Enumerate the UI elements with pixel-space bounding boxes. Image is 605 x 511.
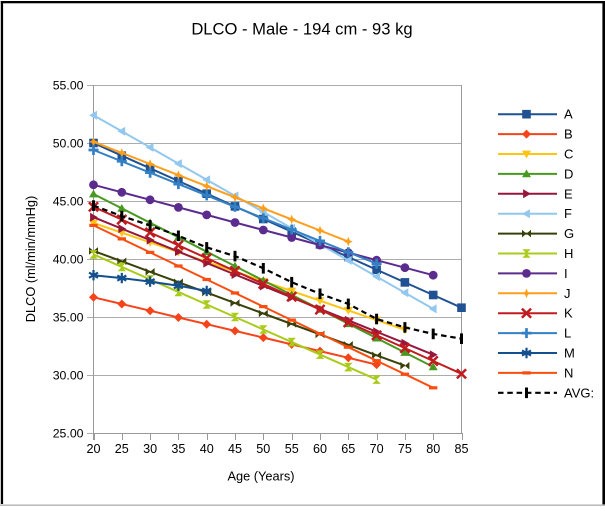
- svg-text:75: 75: [398, 442, 412, 456]
- svg-text:35: 35: [171, 442, 185, 456]
- svg-text:L: L: [564, 326, 571, 341]
- svg-text:35.00: 35.00: [53, 310, 84, 324]
- svg-text:25: 25: [115, 442, 129, 456]
- svg-text:45: 45: [228, 442, 242, 456]
- svg-text:C: C: [564, 147, 573, 162]
- svg-text:I: I: [564, 266, 568, 281]
- svg-text:B: B: [564, 127, 573, 142]
- svg-text:30: 30: [143, 442, 157, 456]
- svg-text:45.00: 45.00: [53, 194, 84, 208]
- svg-text:D: D: [564, 166, 573, 181]
- svg-text:60: 60: [313, 442, 327, 456]
- svg-text:G: G: [564, 226, 574, 241]
- svg-text:80: 80: [426, 442, 440, 456]
- svg-text:J: J: [564, 286, 571, 301]
- svg-text:M: M: [564, 346, 575, 361]
- svg-text:40: 40: [200, 442, 214, 456]
- svg-text:50.00: 50.00: [53, 136, 84, 150]
- svg-text:A: A: [564, 107, 573, 122]
- svg-text:20: 20: [86, 442, 100, 456]
- svg-text:K: K: [564, 306, 573, 321]
- svg-text:F: F: [564, 206, 572, 221]
- svg-text:65: 65: [341, 442, 355, 456]
- svg-text:Age (Years): Age (Years): [227, 469, 294, 484]
- svg-text:55.00: 55.00: [53, 78, 84, 92]
- svg-text:50: 50: [256, 442, 270, 456]
- svg-text:25.00: 25.00: [53, 426, 84, 440]
- svg-text:DLCO - Male - 194 cm - 93 kg: DLCO - Male - 194 cm - 93 kg: [191, 20, 412, 39]
- svg-text:DLCO (ml/min/mmHg): DLCO (ml/min/mmHg): [23, 196, 38, 323]
- svg-text:30.00: 30.00: [53, 368, 84, 382]
- svg-text:55: 55: [285, 442, 299, 456]
- svg-text:85: 85: [454, 442, 468, 456]
- svg-text:70: 70: [370, 442, 384, 456]
- svg-text:E: E: [564, 186, 573, 201]
- svg-text:N: N: [564, 365, 573, 380]
- svg-text:H: H: [564, 246, 573, 261]
- svg-text:AVG:: AVG:: [564, 385, 594, 400]
- svg-text:40.00: 40.00: [53, 252, 84, 266]
